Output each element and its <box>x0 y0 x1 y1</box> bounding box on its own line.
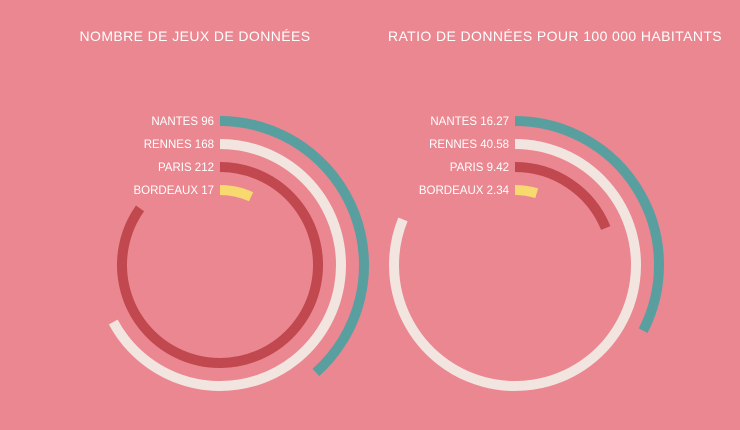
radial-chart-datasets: NANTES 96 RENNES 168 PARIS 212 BORDEAUX 17 <box>108 116 369 391</box>
chart-title: RATIO DE DONNÉES POUR 100 000 HABITANTS <box>387 28 723 44</box>
chart-right: RATIO DE DONNÉES POUR 100 000 HABITANTS … <box>370 0 740 430</box>
label-bordeaux: BORDEAUX 2.34 <box>419 185 510 197</box>
radial-chart-ratio: NANTES 16.27 RENNES 40.58 PARIS 9.42 BORDEA… <box>389 116 664 391</box>
label-paris: PARIS 212 <box>158 162 214 174</box>
arc-paris <box>117 162 323 368</box>
label-rennes: RENNES 168 <box>144 139 214 151</box>
label-rennes: RENNES 40.58 <box>429 139 509 151</box>
arc-paris <box>514 162 611 230</box>
chart-left: NOMBRE DE JEUX DE DONNÉES NANTES 96 RENNE… <box>80 28 369 391</box>
arc-bordeaux <box>219 185 254 202</box>
label-nantes: NANTES 16.27 <box>430 116 509 128</box>
label-paris: PARIS 9.42 <box>450 162 509 174</box>
arc-bordeaux <box>514 185 539 199</box>
chart-title: NOMBRE DE JEUX DE DONNÉES <box>79 28 311 44</box>
label-bordeaux: BORDEAUX 17 <box>133 185 214 197</box>
label-nantes: NANTES 96 <box>151 116 214 128</box>
arc-nantes <box>514 116 664 333</box>
arc-rennes <box>389 139 641 391</box>
arc-rennes <box>108 139 346 391</box>
arc-nantes <box>219 116 369 377</box>
